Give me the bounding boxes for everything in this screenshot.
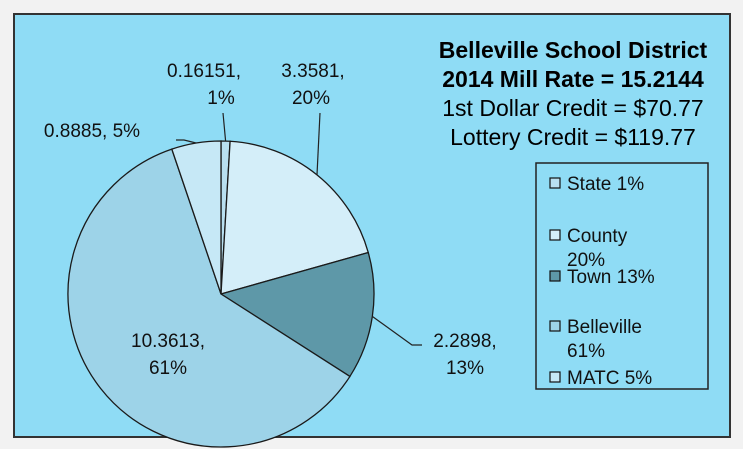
slice-belleville — [67, 148, 351, 448]
data-label-state-line1: 0.16151, — [167, 61, 241, 82]
slice-labels: 0.16151, 1% 3.3581, 20% 2.2898, 13% 10.3613, 61… — [44, 61, 497, 379]
slice-matc — [170, 140, 222, 295]
legend-label-matc: MATC 5% — [567, 368, 652, 389]
slices-layer — [67, 140, 375, 448]
legend-label-belleville: Belleville 61% — [567, 317, 642, 362]
data-label-county-line2: 20% — [292, 88, 330, 109]
slice-county — [220, 140, 370, 295]
legend-swatch-town — [549, 270, 561, 282]
slice-town — [219, 251, 375, 378]
legend-swatch-belleville — [549, 320, 561, 332]
data-label-town-line1: 2.2898, — [433, 331, 496, 352]
leader-lines — [176, 112, 422, 346]
legend-label-county: County 20% — [567, 226, 628, 271]
legend-items: State 1% County 20%Town 13% Belleville 61% MA… — [549, 174, 655, 389]
chart-title-line2: 2014 Mill Rate = 15.2144 — [442, 66, 704, 92]
subtitle-first-dollar-credit: 1st Dollar Credit = $70.77 — [442, 95, 703, 121]
leader-line-county — [316, 112, 321, 175]
data-label-belleville-line1: 10.3613, — [131, 331, 205, 352]
legend-swatch-state — [549, 177, 561, 189]
legend-label-state: State 1% — [567, 174, 644, 195]
subtitle-lottery-credit: Lottery Credit = $119.77 — [450, 124, 696, 150]
legend: State 1% County 20%Town 13% Belleville 61% MA… — [535, 162, 709, 390]
legend-swatch-county — [549, 229, 561, 241]
leader-line-town — [371, 315, 422, 346]
leader-line-state — [222, 112, 227, 142]
data-label-belleville-line2: 61% — [149, 358, 187, 379]
legend-swatch-matc — [549, 371, 561, 383]
data-label-county-line1: 3.3581, — [281, 61, 344, 82]
legend-label-town: Town 13% — [567, 267, 655, 288]
leader-line-matc — [176, 139, 197, 144]
data-label-town-line2: 13% — [446, 358, 484, 379]
chart-title: Belleville School District — [439, 37, 708, 63]
data-label-matc-line1: 0.8885, 5% — [44, 121, 140, 142]
legend-box — [535, 162, 709, 390]
data-label-state-line2: 1% — [207, 88, 235, 109]
